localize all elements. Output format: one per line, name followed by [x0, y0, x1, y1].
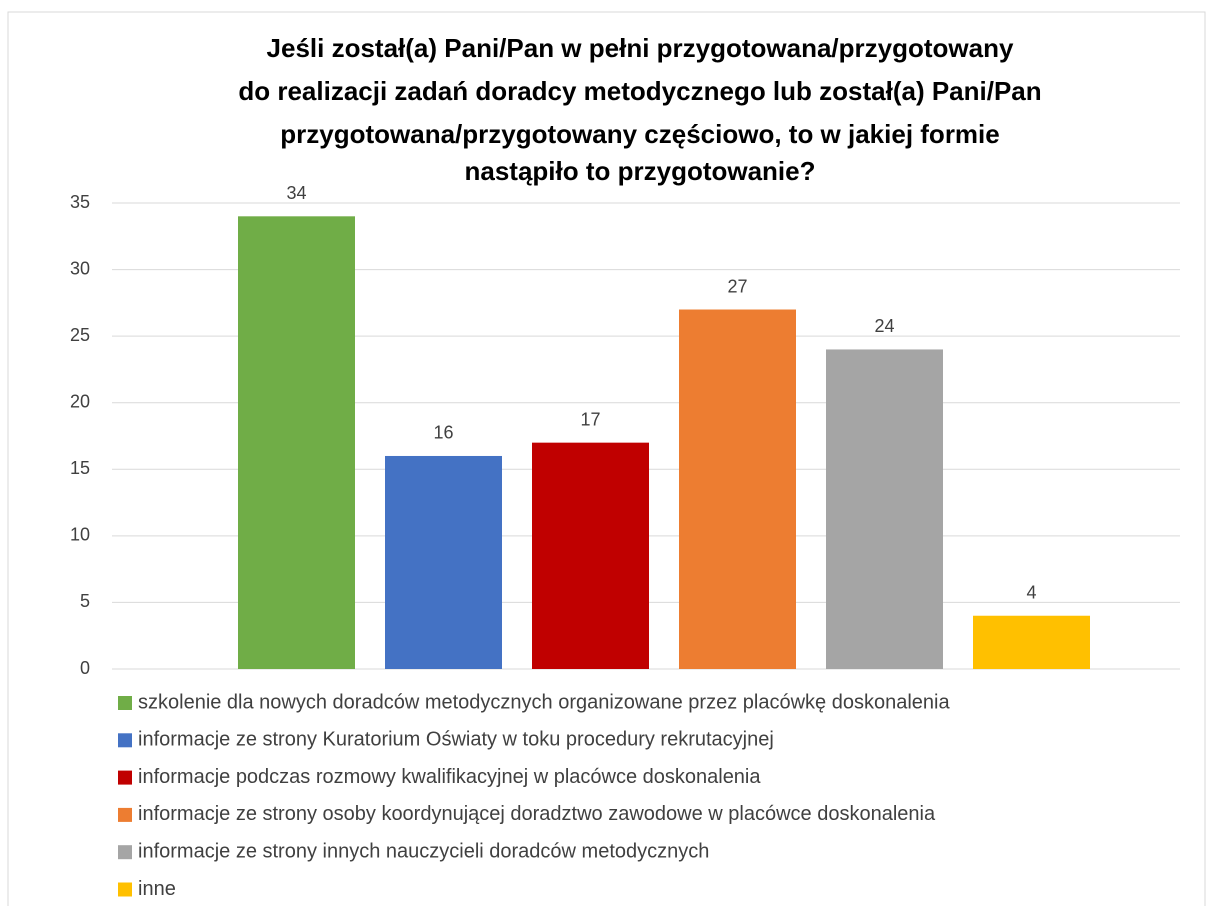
chart-title: nastąpiło to przygotowanie?	[464, 156, 815, 186]
bar	[973, 615, 1090, 669]
legend-swatch	[118, 882, 132, 897]
legend-label: inne	[138, 878, 176, 900]
chart-title: Jeśli został(a) Pani/Pan w pełni przygot…	[267, 33, 1014, 63]
legend-swatch	[118, 770, 132, 785]
y-tick-label: 15	[70, 458, 90, 478]
y-tick-label: 25	[70, 325, 90, 345]
data-label: 17	[580, 409, 600, 429]
chart-title: do realizacji zadań doradcy metodycznego…	[238, 76, 1041, 106]
legend-swatch	[118, 733, 132, 748]
y-tick-label: 5	[80, 591, 90, 611]
legend-swatch	[118, 807, 132, 822]
y-tick-label: 0	[80, 658, 90, 678]
y-tick-label: 30	[70, 258, 90, 278]
legend-swatch	[118, 845, 132, 860]
bar	[532, 442, 649, 669]
legend-label: szkolenie dla nowych doradców metodyczny…	[138, 691, 950, 713]
data-label: 27	[727, 276, 747, 296]
y-tick-label: 20	[70, 391, 90, 411]
legend-swatch	[118, 696, 132, 710]
y-tick-label: 35	[70, 192, 90, 212]
data-label: 4	[1026, 582, 1036, 602]
legend-label: informacje ze strony innych nauczycieli …	[138, 840, 709, 862]
y-tick-label: 10	[70, 525, 90, 545]
bar	[826, 349, 943, 669]
chart-border	[7, 11, 1206, 906]
legend-label: informacje podczas rozmowy kwalifikacyjn…	[138, 766, 761, 788]
data-label: 34	[286, 183, 306, 203]
legend-label: informacje ze strony osoby koordynującej…	[138, 803, 936, 825]
bar	[238, 216, 355, 670]
data-label: 24	[874, 316, 894, 336]
bar	[385, 455, 502, 669]
chart-title: przygotowana/przygotowany częściowo, to …	[280, 119, 999, 149]
data-label: 16	[433, 423, 453, 443]
legend-label: informacje ze strony Kuratorium Oświaty …	[138, 729, 774, 751]
bar	[679, 309, 796, 669]
